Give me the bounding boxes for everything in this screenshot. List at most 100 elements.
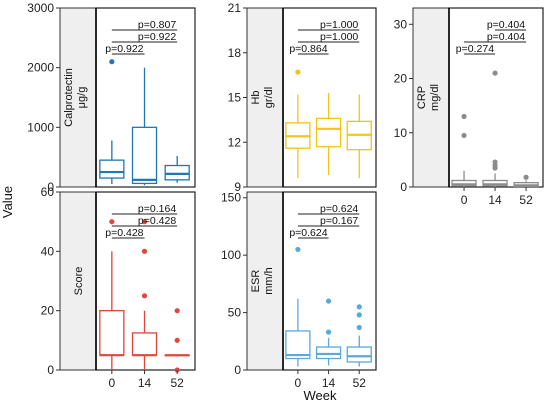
pvalue-label: p=0.624 bbox=[289, 227, 327, 239]
outlier-point bbox=[141, 219, 148, 225]
x-tick-label-crp: 14 bbox=[488, 193, 502, 207]
outlier-point bbox=[492, 159, 498, 165]
box-iqr bbox=[346, 346, 372, 363]
box-iqr bbox=[285, 330, 311, 360]
x-tick-label-esr: 52 bbox=[353, 376, 367, 390]
pvalue-label: p=0.922 bbox=[105, 43, 143, 55]
pvalue-label: p=1.000 bbox=[320, 19, 358, 31]
box-crp-14 bbox=[482, 70, 508, 187]
box-iqr bbox=[315, 346, 342, 360]
strip-unit-calprotectin: μg/g bbox=[76, 87, 88, 109]
strip-calprotectin bbox=[59, 7, 97, 188]
box-hb-0 bbox=[285, 69, 311, 179]
outlier-point bbox=[141, 248, 148, 254]
box-iqr bbox=[131, 126, 158, 185]
pvalue-label: p=0.274 bbox=[456, 43, 494, 55]
outlier-point bbox=[109, 59, 115, 65]
box-esr-52 bbox=[346, 304, 372, 367]
box-iqr bbox=[99, 159, 125, 179]
y-tick-label-score: 0 bbox=[47, 363, 54, 377]
y-tick-label-hb: 18 bbox=[228, 46, 242, 60]
outlier-point bbox=[174, 337, 180, 343]
x-tick-label-crp: 0 bbox=[461, 193, 468, 207]
y-tick-label-esr: 150 bbox=[221, 191, 241, 205]
outlier-point bbox=[174, 308, 180, 314]
strip-unit-esr: mm/h bbox=[263, 267, 275, 295]
box-iqr bbox=[164, 164, 190, 181]
strip-unit-crp: mg/dl bbox=[429, 84, 441, 111]
outlier-point bbox=[492, 70, 498, 76]
box-esr-0 bbox=[285, 246, 311, 367]
y-tick-label-calprotectin: 3000 bbox=[27, 1, 54, 15]
x-tick-label-esr: 14 bbox=[322, 376, 336, 390]
pvalue-label: p=0.922 bbox=[138, 31, 176, 43]
y-tick-label-score: 40 bbox=[41, 244, 55, 258]
y-tick-label-esr: 100 bbox=[221, 248, 241, 262]
outlier-point bbox=[141, 293, 148, 299]
x-tick-label-score: 52 bbox=[171, 376, 185, 390]
y-tick-label-calprotectin: 1000 bbox=[27, 120, 54, 134]
pvalue-label: p=0.428 bbox=[138, 215, 176, 227]
y-tick-label-hb: 12 bbox=[228, 135, 242, 149]
outlier-point bbox=[356, 312, 362, 318]
strip-label-hb: Hb bbox=[250, 90, 262, 104]
y-tick-label-esr: 0 bbox=[234, 363, 241, 377]
pvalue-label: p=0.404 bbox=[487, 31, 525, 43]
strip-score bbox=[59, 191, 97, 371]
x-tick-label-crp: 52 bbox=[519, 193, 533, 207]
y-tick-label-hb: 15 bbox=[228, 91, 242, 105]
outlier-point bbox=[295, 246, 301, 253]
strip-label-calprotectin: Calprotectin bbox=[63, 68, 75, 127]
strip-label-esr: ESR bbox=[250, 270, 262, 293]
box-hb-14 bbox=[315, 93, 342, 176]
outlier-point bbox=[325, 298, 332, 304]
strip-crp bbox=[412, 7, 450, 188]
y-tick-label-hb: 9 bbox=[234, 180, 241, 194]
box-iqr bbox=[315, 117, 342, 148]
x-tick-label-score: 14 bbox=[138, 376, 152, 390]
x-tick-label-score: 0 bbox=[108, 376, 115, 390]
outlier-point bbox=[325, 329, 332, 335]
pvalue-label: p=0.864 bbox=[289, 43, 327, 55]
strip-hb bbox=[246, 7, 284, 188]
y-tick-label-crp: 10 bbox=[394, 126, 408, 140]
y-tick-label-calprotectin: 2000 bbox=[27, 61, 54, 75]
pvalue-label: p=0.167 bbox=[320, 215, 358, 227]
y-tick-label-crp: 30 bbox=[394, 17, 408, 31]
strip-unit-hb: gr/dl bbox=[263, 87, 275, 108]
pvalue-label: p=0.164 bbox=[138, 203, 176, 215]
pvalue-label: p=0.807 bbox=[138, 19, 176, 31]
y-tick-label-crp: 0 bbox=[400, 180, 407, 194]
box-hb-52 bbox=[346, 94, 372, 179]
outlier-point bbox=[109, 219, 115, 225]
pvalue-label: p=0.624 bbox=[320, 203, 358, 215]
box-crp-0 bbox=[451, 113, 477, 187]
y-tick-label-calprotectin: 0 bbox=[47, 180, 54, 194]
box-calprotectin-52 bbox=[164, 155, 190, 183]
box-esr-14 bbox=[315, 298, 342, 366]
box-score-0 bbox=[99, 219, 125, 370]
outlier-point bbox=[461, 113, 467, 120]
outlier-point bbox=[523, 174, 529, 180]
box-iqr bbox=[131, 332, 158, 356]
box-score-14 bbox=[131, 219, 158, 370]
outlier-point bbox=[461, 132, 467, 139]
y-axis-title: Value bbox=[0, 186, 15, 218]
box-calprotectin-0 bbox=[99, 59, 125, 185]
box-calprotectin-14 bbox=[131, 67, 158, 186]
y-tick-label-score: 20 bbox=[41, 304, 55, 318]
x-axis-title: Week bbox=[304, 388, 337, 403]
box-iqr bbox=[99, 310, 125, 356]
plot-frame-crp bbox=[448, 7, 544, 188]
outlier-point bbox=[295, 69, 301, 75]
pvalue-label: p=0.428 bbox=[105, 227, 143, 239]
box-crp-52 bbox=[513, 174, 539, 188]
strip-label-score: Score bbox=[73, 267, 85, 296]
outlier-point bbox=[356, 324, 362, 331]
panels-group: Calprotectin μg/g0100020003000p=0.807p=0.… bbox=[27, 1, 544, 390]
